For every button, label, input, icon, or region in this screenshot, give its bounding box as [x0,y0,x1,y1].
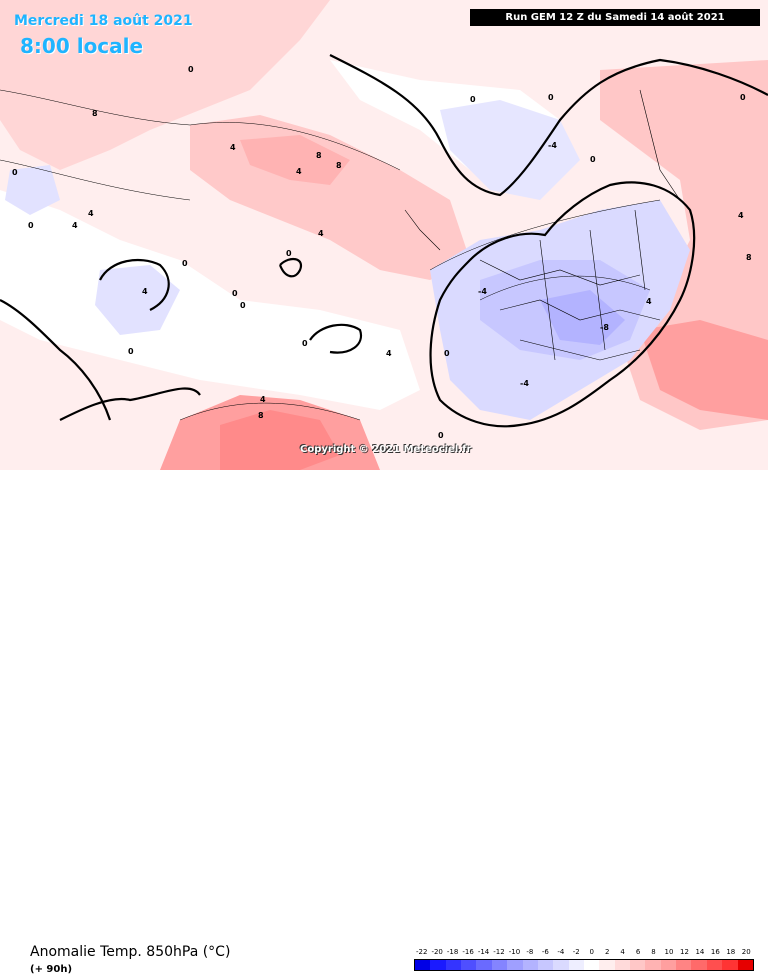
warm-anomaly-southeast [640,320,768,420]
contour-label: 0 [438,431,444,440]
contour-label: -4 [520,379,529,388]
legend-swatch [722,960,738,970]
warm-anomaly-south-core [220,410,340,470]
cold-anomaly-canada [5,165,60,215]
contour-label: 0 [302,339,308,348]
contour-label: 0 [590,155,596,164]
contour-label: 4 [230,143,236,152]
neutral-zone-mid [0,190,420,410]
cold-anomaly-scandinavia [440,100,580,200]
anomaly-contours [0,89,661,421]
warm-anomaly-greenland [0,0,330,170]
contour-label: 4 [386,349,392,358]
legend-swatch [461,960,477,970]
legend-swatch [537,960,554,970]
legend-swatch [445,960,462,970]
contour-label: 0 [232,289,238,298]
contour-label: 8 [746,253,752,262]
legend-swatch [415,960,431,970]
legend-ticks: -22 -20 -18 -16 -14 -12 -10 -8 -6 -4 -2 0 2 4 6 8 10 12 14… [414,948,754,958]
legend-swatch [599,960,615,970]
contour-label: 0 [740,93,746,102]
legend-color-bar [414,959,754,971]
footer-panel: Anomalie Temp. 850hPa (°C) (+ 90h) -22 -2… [0,470,768,975]
contour-label: 4 [318,229,324,238]
legend-swatch [522,960,538,970]
cold-anomaly-deep [540,290,625,345]
legend-swatch [691,960,707,970]
legend-swatch [507,960,523,970]
contour-label: 0 [12,168,18,177]
contour-label: -4 [478,287,487,296]
copyright-notice: Copyright © 2021 Meteociel.fr [300,444,472,455]
coastlines [0,54,768,428]
forecast-date: Mercredi 18 août 2021 [14,13,193,29]
contour-label: 4 [72,221,78,230]
contour-label: 0 [240,301,246,310]
contour-label: -4 [548,141,557,150]
contour-label: 4 [646,297,652,306]
contour-label: 0 [28,221,34,230]
contour-label: 8 [336,161,342,170]
legend-swatch [491,960,508,970]
country-borders [404,89,681,361]
legend-swatch [706,960,723,970]
color-scale-legend: -22 -20 -18 -16 -14 -12 -10 -8 -6 -4 -2 0 2 4 6 8 10 12 14… [414,948,754,971]
contour-label: 0 [188,65,194,74]
contour-label: 4 [296,167,302,176]
contour-label: 8 [92,109,98,118]
contour-label: 0 [128,347,134,356]
legend-swatch [568,960,584,970]
map-title: Anomalie Temp. 850hPa (°C) [30,944,231,960]
contour-label: 0 [470,95,476,104]
contour-label: -8 [600,323,609,332]
legend-swatch [476,960,492,970]
cold-anomaly-westatlantic [95,265,180,335]
warm-anomaly-core [240,135,350,185]
contour-label: 4 [260,395,266,404]
contour-label: 0 [548,93,554,102]
legend-swatch [660,960,677,970]
forecast-lead-time: (+ 90h) [30,964,73,975]
contour-label: 4 [738,211,744,220]
legend-swatch [430,960,446,970]
forecast-time: 8:00 locale [20,34,144,58]
contour-label: 0 [286,249,292,258]
contour-label: 0 [444,349,450,358]
contour-label: 8 [258,411,264,420]
legend-swatch [614,960,631,970]
contour-label: 0 [182,259,188,268]
contour-label: 4 [88,209,94,218]
contour-label: 4 [142,287,148,296]
legend-swatch [676,960,692,970]
legend-swatch [737,960,753,970]
legend-swatch [553,960,569,970]
legend-swatch [583,960,600,970]
legend-tick-label: 20 [741,948,751,956]
model-run-banner: Run GEM 12 Z du Samedi 14 août 2021 [470,9,760,26]
contour-label: 8 [316,151,322,160]
legend-swatch [630,960,646,970]
legend-swatch [645,960,661,970]
